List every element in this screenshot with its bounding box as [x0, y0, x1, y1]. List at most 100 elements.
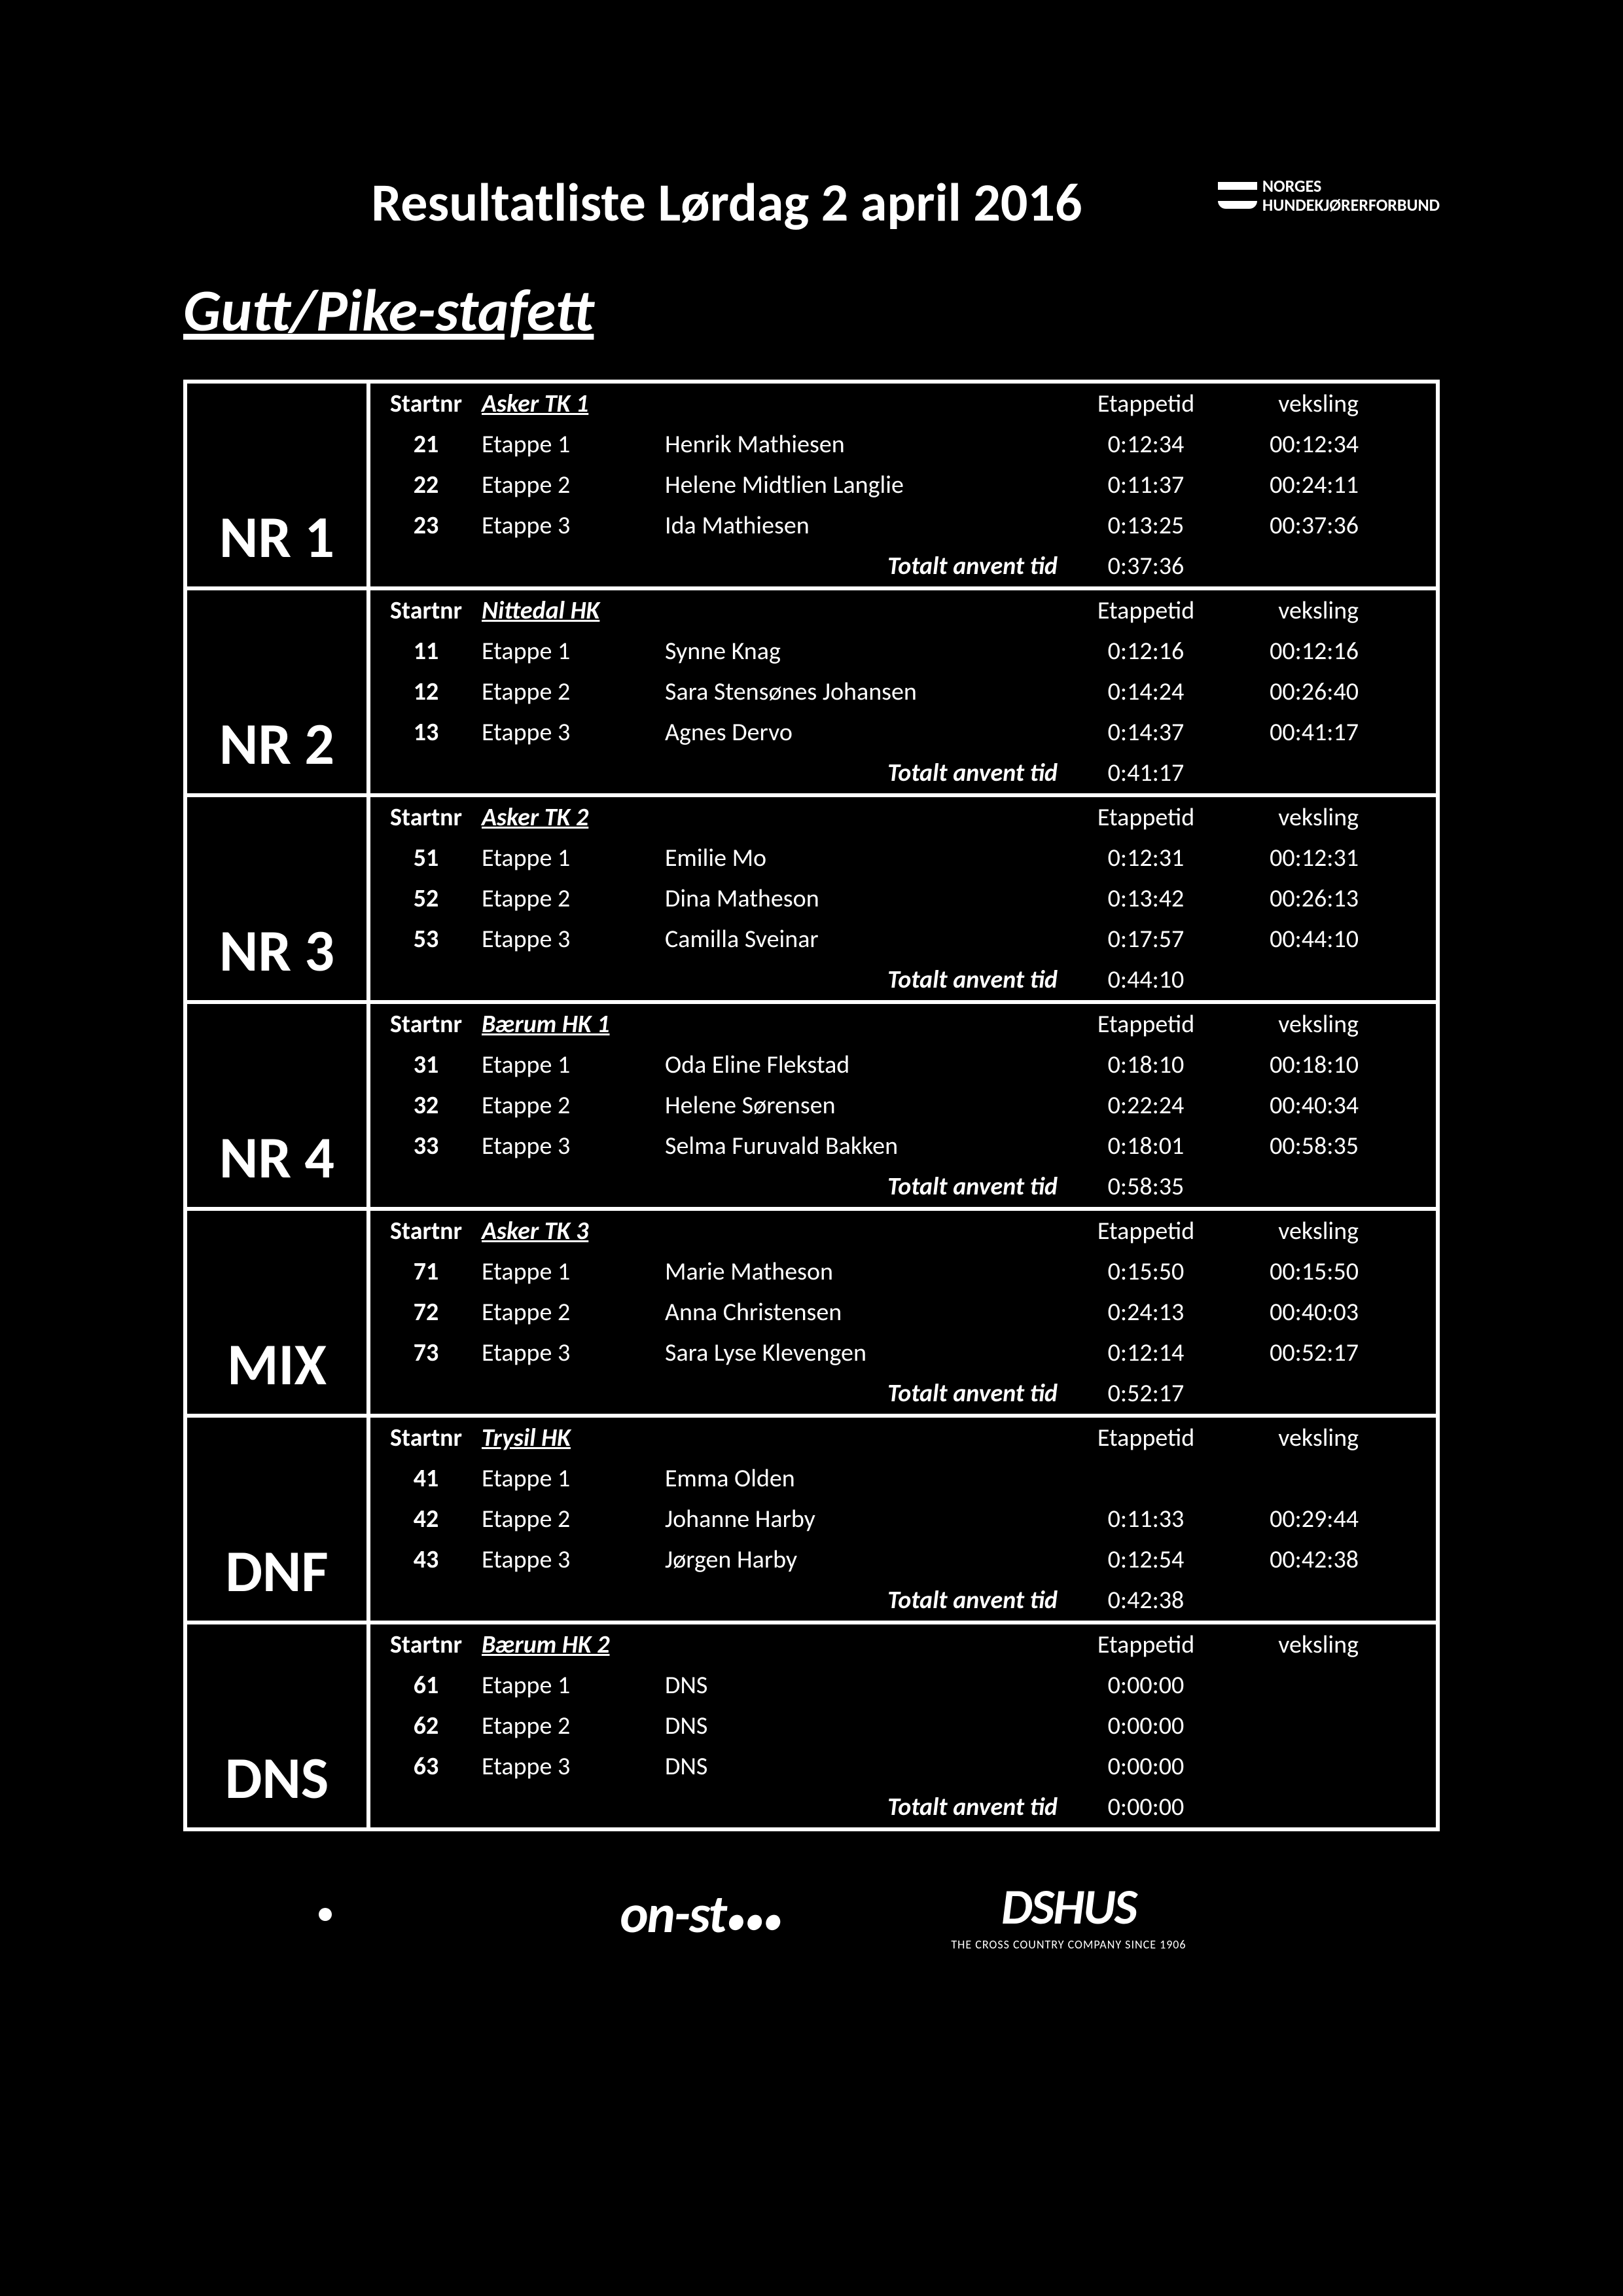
- total-row: Totalt anvent tid0:44:10: [370, 960, 1436, 1000]
- cell-startnr: 52: [370, 884, 482, 914]
- cell-etappetid: 0:11:33: [1071, 1504, 1221, 1534]
- cell-veksling: 00:12:34: [1221, 429, 1372, 459]
- cell-name: Emilie Mo: [665, 843, 1071, 873]
- sponsor-onst-text: on-st: [620, 1882, 725, 1947]
- cell-startnr: 41: [370, 1463, 482, 1494]
- cell-startnr: 42: [370, 1504, 482, 1534]
- team-block: NR 3StartnrAsker TK 2Etappetidveksling51…: [187, 797, 1436, 1004]
- cell-startnr: 43: [370, 1545, 482, 1575]
- club-name: Asker TK 1: [482, 389, 665, 419]
- team-header-row: StartnrAsker TK 2Etappetidveksling: [370, 797, 1436, 838]
- table-row: 63Etappe 3DNS0:00:00: [370, 1746, 1436, 1787]
- table-row: 52Etappe 2Dina Matheson0:13:4200:26:13: [370, 878, 1436, 919]
- col-startnr: Startnr: [370, 1630, 482, 1660]
- team-rows: StartnrBærum HK 1Etappetidveksling31Etap…: [370, 1004, 1436, 1207]
- cell-name: Dina Matheson: [665, 884, 1071, 914]
- table-row: 61Etappe 1DNS0:00:00: [370, 1665, 1436, 1706]
- cell-etappetid: 0:00:00: [1071, 1670, 1221, 1700]
- cell-startnr: 51: [370, 843, 482, 873]
- org-line-2: HUNDEKJØRERFORBUND: [1218, 196, 1440, 215]
- cell-veksling: 00:41:17: [1221, 717, 1372, 747]
- cell-veksling: 00:42:38: [1221, 1545, 1372, 1575]
- col-veksling: veksling: [1221, 389, 1372, 419]
- table-row: 41Etappe 1Emma Olden: [370, 1458, 1436, 1499]
- cell-etappe: Etappe 1: [482, 1670, 665, 1700]
- cell-etappetid: 0:12:16: [1071, 636, 1221, 666]
- sponsor-dshus-sub: THE CROSS COUNTRY COMPANY SINCE 1906: [951, 1937, 1186, 1952]
- club-name: Asker TK 2: [482, 802, 665, 833]
- sponsor-dshus-text: DSHUS: [951, 1877, 1186, 1937]
- cell-name: DNS: [665, 1711, 1071, 1741]
- team-header-row: StartnrAsker TK 1Etappetidveksling: [370, 384, 1436, 424]
- col-veksling: veksling: [1221, 1423, 1372, 1453]
- col-veksling: veksling: [1221, 1630, 1372, 1660]
- team-block: DNFStartnrTrysil HKEtappetidveksling41Et…: [187, 1418, 1436, 1624]
- rank-cell: DNS: [187, 1624, 370, 1827]
- cell-etappetid: 0:11:37: [1071, 470, 1221, 500]
- team-header-row: StartnrTrysil HKEtappetidveksling: [370, 1418, 1436, 1458]
- col-veksling: veksling: [1221, 596, 1372, 626]
- cell-startnr: 72: [370, 1297, 482, 1327]
- cell-etappetid: 0:14:24: [1071, 677, 1221, 707]
- footer: on-st●●● DSHUS THE CROSS COUNTRY COMPANY…: [183, 1877, 1440, 1952]
- table-row: 73Etappe 3Sara Lyse Klevengen0:12:1400:5…: [370, 1333, 1436, 1373]
- cell-name: Henrik Mathiesen: [665, 429, 1071, 459]
- cell-etappetid: 0:12:31: [1071, 843, 1221, 873]
- cell-etappe: Etappe 1: [482, 429, 665, 459]
- org-line-1: NORGES: [1218, 177, 1440, 196]
- total-value: 0:37:36: [1071, 551, 1221, 581]
- sponsor-onst-dots: ●●●: [726, 1901, 781, 1941]
- cell-startnr: 53: [370, 924, 482, 954]
- total-label: Totalt anvent tid: [482, 551, 1071, 581]
- cell-etappe: Etappe 2: [482, 470, 665, 500]
- cell-etappe: Etappe 2: [482, 1504, 665, 1534]
- cell-veksling: 00:18:10: [1221, 1050, 1372, 1080]
- total-value: 0:44:10: [1071, 965, 1221, 995]
- total-label: Totalt anvent tid: [482, 1172, 1071, 1202]
- col-etappetid: Etappetid: [1071, 1009, 1221, 1039]
- total-value: 0:00:00: [1071, 1792, 1221, 1822]
- total-value: 0:42:38: [1071, 1585, 1221, 1615]
- cell-name: Camilla Sveinar: [665, 924, 1071, 954]
- total-label: Totalt anvent tid: [482, 1792, 1071, 1822]
- cell-veksling: 00:40:34: [1221, 1090, 1372, 1121]
- cell-name: DNS: [665, 1751, 1071, 1782]
- cell-etappetid: 0:15:50: [1071, 1257, 1221, 1287]
- cell-etappe: Etappe 1: [482, 636, 665, 666]
- cell-etappetid: 0:18:10: [1071, 1050, 1221, 1080]
- club-name: Bærum HK 2: [482, 1630, 665, 1660]
- cell-etappe: Etappe 3: [482, 717, 665, 747]
- cell-name: Emma Olden: [665, 1463, 1071, 1494]
- cell-startnr: 61: [370, 1670, 482, 1700]
- team-header-row: StartnrNittedal HKEtappetidveksling: [370, 590, 1436, 631]
- team-rows: StartnrNittedal HKEtappetidveksling11Eta…: [370, 590, 1436, 793]
- table-row: 23Etappe 3Ida Mathiesen0:13:2500:37:36: [370, 505, 1436, 546]
- table-row: 13Etappe 3Agnes Dervo0:14:3700:41:17: [370, 712, 1436, 753]
- cell-name: Marie Matheson: [665, 1257, 1071, 1287]
- cell-veksling: 00:15:50: [1221, 1257, 1372, 1287]
- col-startnr: Startnr: [370, 1423, 482, 1453]
- team-rows: StartnrBærum HK 2Etappetidveksling61Etap…: [370, 1624, 1436, 1827]
- cell-veksling: 00:44:10: [1221, 924, 1372, 954]
- team-header-row: StartnrAsker TK 3Etappetidveksling: [370, 1211, 1436, 1251]
- col-etappetid: Etappetid: [1071, 1216, 1221, 1246]
- total-row: Totalt anvent tid0:52:17: [370, 1373, 1436, 1414]
- team-rows: StartnrAsker TK 3Etappetidveksling 71 Etap…: [370, 1211, 1436, 1414]
- footer-dot-icon: [319, 1908, 332, 1921]
- cell-veksling: 00:29:44: [1221, 1504, 1372, 1534]
- cell-startnr: 62: [370, 1711, 482, 1741]
- total-value: 0:41:17: [1071, 758, 1221, 788]
- cell-veksling: 00:26:40: [1221, 677, 1372, 707]
- cell-name: Selma Furuvald Bakken: [665, 1131, 1071, 1161]
- table-row: 31Etappe 1Oda Eline Flekstad0:18:1000:18…: [370, 1045, 1436, 1085]
- table-row: 12Etappe 2Sara Stensønes Johansen0:14:24…: [370, 672, 1436, 712]
- cell-veksling: 00:24:11: [1221, 470, 1372, 500]
- team-block: MIXStartnrAsker TK 3Etappetidveksling71E…: [187, 1211, 1436, 1418]
- cell-startnr: 23: [370, 511, 482, 541]
- total-label: Totalt anvent tid: [482, 965, 1071, 995]
- team-block: NR 2StartnrNittedal HKEtappetidveksling1…: [187, 590, 1436, 797]
- cell-veksling: 00:26:13: [1221, 884, 1372, 914]
- table-row: 11Etappe 1Synne Knag0:12:1600:12:16: [370, 631, 1436, 672]
- cell-startnr: 71: [370, 1257, 482, 1287]
- cell-name: Helene Sørensen: [665, 1090, 1071, 1121]
